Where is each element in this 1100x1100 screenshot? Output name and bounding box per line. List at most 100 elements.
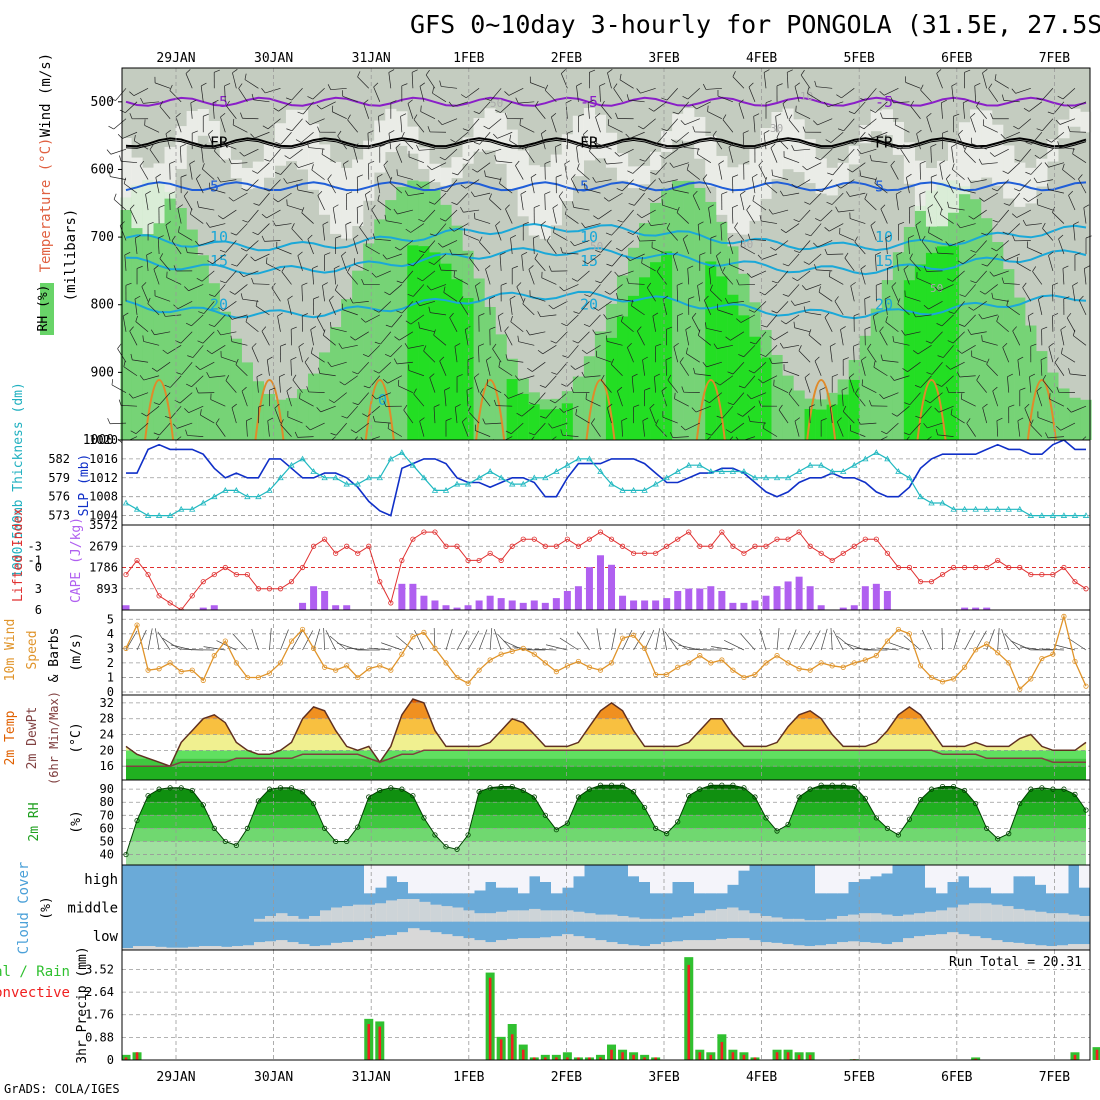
rh-moist-cell — [484, 307, 496, 440]
wind-barb — [627, 343, 632, 348]
rh-dry-cell — [672, 113, 684, 140]
rh-moist-cell — [352, 270, 364, 440]
wind-barb — [749, 341, 756, 345]
wind-barb — [448, 101, 454, 107]
wind-barb — [592, 176, 597, 183]
wind-barb — [167, 345, 182, 354]
li-line-point — [928, 579, 935, 585]
wind-barb — [764, 182, 778, 194]
wind-barb — [333, 268, 337, 285]
wind-barb — [837, 158, 844, 162]
wind-barb — [516, 412, 522, 417]
wind-barb — [649, 408, 656, 424]
wind-speed-line-point — [465, 680, 471, 686]
wind-barb — [145, 194, 149, 211]
wind-barb — [158, 235, 164, 239]
wind-barb — [793, 250, 800, 253]
cloud-mid-cell — [793, 918, 805, 922]
wind-barb — [1079, 295, 1084, 301]
rh-dry-cell — [870, 110, 882, 132]
wind-barb — [656, 266, 661, 272]
wind-barb — [746, 273, 752, 278]
wind-barb — [610, 358, 615, 365]
wind-barb — [180, 174, 187, 178]
wind-barb — [462, 417, 467, 422]
wind-barb — [544, 90, 557, 103]
wind-barb — [378, 116, 381, 133]
wind-speed-line-point — [1050, 651, 1056, 657]
wind-barb — [498, 366, 513, 377]
cloud-low-cell — [727, 938, 739, 950]
wind-barb — [143, 341, 160, 346]
cape-bar — [850, 605, 858, 610]
wind-barb — [787, 629, 797, 651]
wind-barb — [258, 192, 270, 206]
wind-barb — [496, 405, 513, 407]
wind-axis-label: 10m Wind — [3, 619, 18, 682]
wind-barb — [607, 69, 613, 74]
wind-barb — [252, 170, 258, 174]
wind-barb — [298, 342, 304, 347]
cloud-high-cell — [485, 865, 497, 882]
wind-barb — [295, 139, 302, 143]
rh-moist-cell — [572, 376, 585, 440]
wind-barb — [702, 178, 712, 194]
wind-barb — [468, 118, 480, 131]
isotherm-label: 15 — [580, 252, 598, 270]
rh-line-point — [1017, 800, 1023, 807]
rh-dry-cell — [959, 122, 971, 195]
wind-barb — [582, 260, 589, 265]
precip-convective-bar — [378, 1026, 382, 1060]
wind-barb — [577, 270, 590, 282]
y-tick-label: 3 — [107, 641, 114, 655]
rh-band — [126, 785, 1086, 790]
wind-barb — [343, 163, 348, 180]
wind-barb — [328, 399, 335, 403]
wind-barb — [766, 314, 778, 328]
wind-axis-label: (m/s) — [69, 632, 84, 671]
precip-frame — [121, 949, 1091, 1061]
wind-barb — [225, 375, 230, 381]
wind-barb — [595, 331, 612, 336]
isotherm-label: 15 — [875, 252, 893, 270]
wind-barb — [365, 190, 371, 195]
cloud-mid-cell — [749, 913, 761, 922]
wind-barb — [982, 314, 998, 320]
wind-barb — [428, 261, 435, 265]
wind-barb — [927, 422, 943, 429]
wind-barb — [449, 249, 453, 255]
wind-barb — [1042, 222, 1046, 229]
cape-bar — [961, 607, 969, 610]
wind-barb — [230, 335, 233, 342]
wind-speed-line-point — [310, 645, 317, 651]
wind-barb — [495, 221, 501, 226]
wind-barb — [407, 263, 414, 267]
cape-bar — [795, 576, 803, 610]
wind-barb — [420, 105, 422, 112]
wind-barb — [842, 405, 847, 412]
temp-band — [126, 758, 1086, 767]
wind-barb — [910, 105, 921, 119]
wind-barb — [964, 151, 976, 163]
wind-barb — [492, 343, 497, 349]
wind-barb — [478, 346, 480, 363]
cloud-low-cell — [375, 936, 387, 950]
wind-barb — [521, 405, 535, 417]
wind-barb — [662, 295, 669, 300]
wind-speed-line-point — [575, 658, 582, 665]
rh-line-point — [575, 794, 582, 800]
wind-barb — [1022, 282, 1027, 288]
wind-barb — [860, 268, 866, 285]
rh-moist-cell — [330, 327, 342, 440]
thickness-line-point — [564, 461, 571, 468]
cape-bar — [707, 586, 715, 610]
wind-barb — [631, 299, 634, 306]
wind-barb — [968, 215, 974, 220]
wind-speed-line-point — [432, 645, 438, 651]
rh-line-point — [476, 789, 482, 795]
wind-speed-line-point — [917, 663, 924, 669]
thickness-line-point — [133, 505, 141, 512]
wind-barb — [896, 405, 910, 417]
wind-barb — [740, 194, 745, 211]
wind-barb — [836, 635, 855, 651]
